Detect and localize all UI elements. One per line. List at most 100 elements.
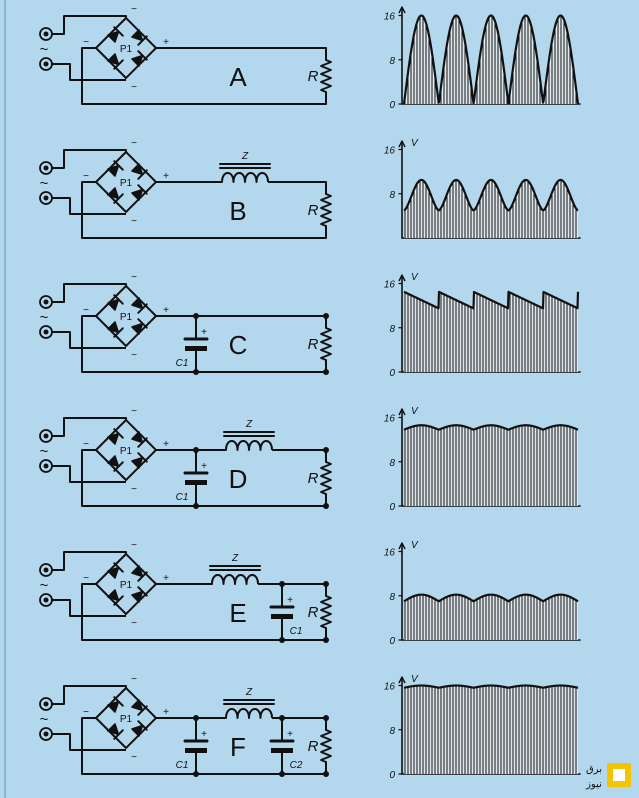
diode-triangle xyxy=(131,322,144,335)
ac-symbol: ~ xyxy=(40,175,49,192)
ac-node-symbol: ~ xyxy=(131,540,137,551)
plus-sign: + xyxy=(201,461,207,472)
diode xyxy=(131,318,148,335)
wire xyxy=(113,193,124,204)
ac-terminal-core xyxy=(43,463,49,469)
ac-terminal-core xyxy=(43,31,49,37)
plus-sign: + xyxy=(163,305,169,316)
diode-triangle xyxy=(131,297,144,310)
diode xyxy=(107,294,124,311)
diode-triangle xyxy=(107,723,120,736)
resistor-label: R xyxy=(308,604,319,621)
wire xyxy=(113,595,124,606)
waveform-line xyxy=(403,593,579,603)
ac-node-symbol: ~ xyxy=(131,752,137,763)
ac-symbol: ~ xyxy=(40,711,49,728)
diode-triangle xyxy=(131,54,144,67)
junction-dot xyxy=(279,637,285,643)
ac-wire xyxy=(52,417,127,437)
ac-wire xyxy=(52,551,127,571)
plus-sign: + xyxy=(163,573,169,584)
diode-triangle xyxy=(131,565,144,578)
waveform-line xyxy=(403,424,579,431)
diode xyxy=(107,455,124,472)
ac-node-symbol: ~ xyxy=(131,138,137,149)
diode xyxy=(131,699,148,716)
wire xyxy=(137,303,148,314)
plus-sign: + xyxy=(163,439,169,450)
diode xyxy=(131,29,148,46)
diode xyxy=(107,26,124,43)
bridge-label: P1 xyxy=(120,312,133,323)
diode xyxy=(107,321,124,338)
wire xyxy=(113,562,124,573)
axis-arrow xyxy=(398,676,406,684)
diode-triangle xyxy=(107,432,120,445)
resistor-zigzag xyxy=(320,729,332,763)
tick-label: 16 xyxy=(384,682,396,693)
negative-rail xyxy=(81,316,326,373)
junction-dot xyxy=(323,581,329,587)
circuit-letter: A xyxy=(229,62,247,92)
negative-rail xyxy=(81,450,326,507)
minus-sign: − xyxy=(83,37,89,48)
plus-sign: + xyxy=(163,37,169,48)
bridge-label: P1 xyxy=(120,44,133,55)
voltage-label: V xyxy=(411,674,419,685)
axis-arrow xyxy=(398,408,406,416)
axis-arrow xyxy=(398,140,406,148)
wire xyxy=(137,35,148,46)
ac-wire xyxy=(52,685,127,705)
resistor-zigzag xyxy=(320,59,332,93)
tick-label: 8 xyxy=(389,56,395,67)
resistor-zigzag xyxy=(320,595,332,629)
ac-terminal-core xyxy=(43,299,49,305)
wire xyxy=(137,705,148,716)
diode-triangle xyxy=(131,188,144,201)
ac-terminal-core xyxy=(43,731,49,737)
ac-terminal-core xyxy=(43,61,49,67)
logo-text: نیوز xyxy=(585,779,602,790)
circuit-letter: E xyxy=(229,598,246,628)
minus-sign: − xyxy=(83,171,89,182)
circuit-d: ~ P1 ~ ~ − + Z + C1 R D xyxy=(39,406,332,509)
ac-wire xyxy=(52,15,127,35)
diode-triangle xyxy=(107,589,120,602)
wire xyxy=(137,50,148,61)
circuit-c: ~ P1 ~ ~ − + + C1 R C xyxy=(39,272,332,375)
diode xyxy=(131,431,148,448)
voltage-label: V xyxy=(411,138,419,149)
diode-triangle xyxy=(107,700,120,713)
bridge-label: P1 xyxy=(120,580,133,591)
junction-dot xyxy=(193,715,199,721)
minus-sign: − xyxy=(83,707,89,718)
wire xyxy=(137,437,148,448)
ac-wire xyxy=(52,331,126,349)
wire xyxy=(113,59,124,70)
diode-triangle xyxy=(107,566,120,579)
diode xyxy=(107,589,124,606)
bridge-label: P1 xyxy=(120,178,133,189)
circuit-letter: C xyxy=(229,330,248,360)
tick-label: 8 xyxy=(389,592,395,603)
tick-label: 0 xyxy=(389,368,395,379)
resistor-zigzag xyxy=(320,193,332,227)
diode xyxy=(107,723,124,740)
waveform-line xyxy=(403,684,579,689)
junction-dot xyxy=(323,369,329,375)
waveform-d: 16 8 0 V xyxy=(384,406,581,513)
ac-node-symbol: ~ xyxy=(131,350,137,361)
junction-dot xyxy=(323,447,329,453)
wire xyxy=(113,428,124,439)
capacitor-plate xyxy=(185,748,207,753)
capacitor-plate xyxy=(185,480,207,485)
voltage-label: V xyxy=(411,540,419,551)
ac-terminal-core xyxy=(43,597,49,603)
diode-triangle xyxy=(107,321,120,334)
wire xyxy=(137,586,148,597)
ac-wire xyxy=(52,197,126,215)
ac-symbol: ~ xyxy=(40,443,49,460)
junction-dot xyxy=(193,313,199,319)
tick-label: 16 xyxy=(384,414,396,425)
